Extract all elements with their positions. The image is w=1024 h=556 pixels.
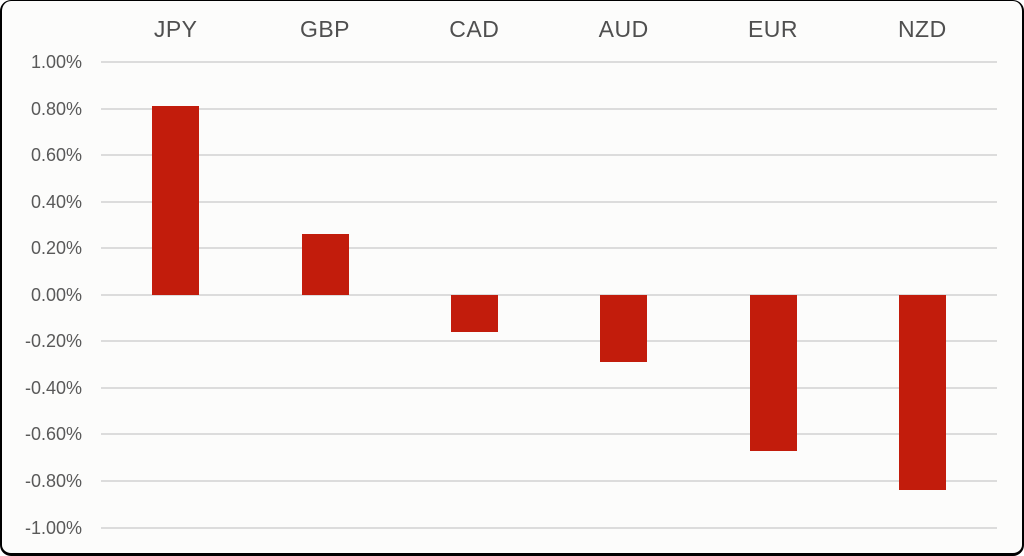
y-axis-tick-label: 1.00% [30,52,82,72]
bar-nzd [898,294,946,491]
bar-eur [749,294,797,451]
gridline [101,433,997,436]
gridline [101,386,997,389]
gridline [101,107,997,110]
gridline [101,247,997,250]
y-axis-tick-label: -0.20% [24,331,82,352]
y-axis-tick-label: 0.80% [30,98,82,119]
y-axis-tick-label: -0.60% [24,424,82,445]
y-axis-tick-label: 0.00% [30,284,82,305]
gridline [101,479,997,482]
gridline [101,61,997,63]
y-axis-tick-label: 0.20% [30,238,82,259]
bar-jpy [152,106,200,295]
y-axis-tick-label: -1.00% [24,517,82,538]
category-label-cad: CAD [449,16,500,42]
category-label-jpy: JPY [153,16,198,42]
bar-aud [600,294,648,363]
gridline [101,200,997,203]
gridline [101,154,997,157]
category-label-nzd: NZD [897,16,947,42]
y-axis-tick-label: 0.60% [30,145,82,166]
category-label-aud: AUD [598,16,649,42]
gridline [101,293,997,296]
bar-gbp [301,234,349,295]
y-axis-tick-label: -0.40% [24,377,82,398]
bar-cad [450,294,498,332]
category-label-gbp: GBP [299,16,351,42]
gridline [101,526,997,529]
category-label-eur: EUR [747,16,799,42]
y-axis-tick-label: -0.80% [24,470,82,491]
y-axis-tick-label: 0.40% [30,191,82,212]
gridline [101,340,997,343]
